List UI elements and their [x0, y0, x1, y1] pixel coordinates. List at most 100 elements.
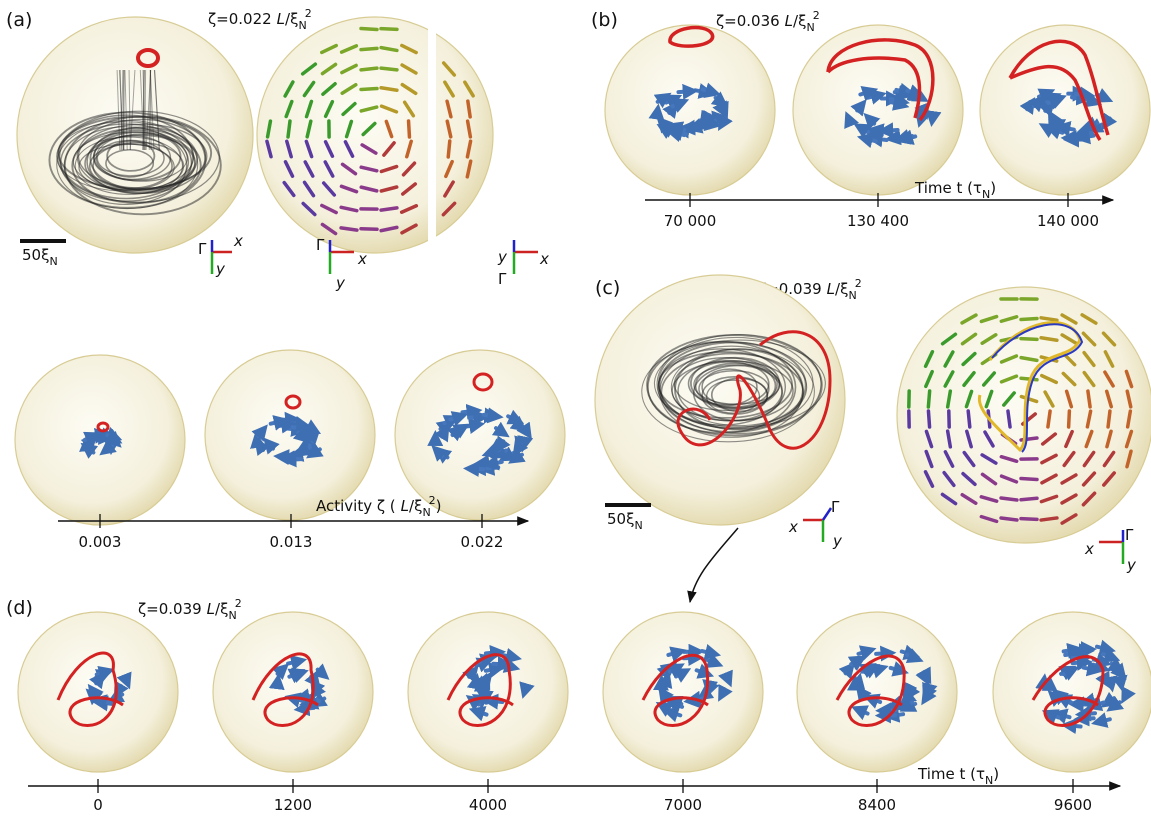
- arrow: [726, 675, 729, 682]
- text-part: N: [982, 188, 990, 201]
- director: [1048, 411, 1050, 427]
- tick-label: 9600: [1054, 796, 1092, 814]
- director: [361, 48, 377, 49]
- arrow: [1064, 649, 1077, 651]
- tick-label: 70 000: [664, 212, 717, 230]
- axis-title: Time t (τN): [917, 765, 999, 787]
- arrow: [665, 677, 667, 684]
- axis-label: Γ: [1125, 526, 1134, 544]
- director: [1001, 498, 1017, 500]
- panel-label: (c): [595, 277, 620, 299]
- director: [1088, 391, 1090, 407]
- director: [448, 141, 450, 157]
- axis-label: Γ: [198, 240, 207, 258]
- scale-bar: [605, 503, 651, 507]
- director: [1041, 318, 1057, 320]
- sphere: [15, 355, 185, 525]
- tick-label: 4000: [469, 796, 507, 814]
- director: [361, 229, 377, 230]
- arrow: [1110, 679, 1111, 686]
- arrow: [523, 439, 524, 446]
- arrow: [277, 680, 278, 687]
- arrow: [279, 456, 293, 457]
- text-part: Time t (τ: [917, 765, 985, 783]
- text-part: L: [401, 497, 409, 515]
- scale-bar-label: 50ξN: [22, 246, 58, 268]
- text-part: ): [990, 179, 996, 197]
- arrow: [858, 679, 859, 686]
- tick-label: 0.013: [270, 533, 313, 551]
- arrow: [277, 424, 291, 426]
- text-part: L: [277, 10, 285, 28]
- arrow: [271, 421, 284, 424]
- arrow: [466, 425, 479, 427]
- arrow: [895, 92, 908, 95]
- arrow: [673, 131, 686, 134]
- axis-z: [823, 508, 831, 520]
- axis-label: x: [357, 250, 367, 268]
- arrow: [493, 664, 507, 665]
- arrow: [288, 661, 301, 664]
- director: [1021, 339, 1037, 340]
- text-part: N: [228, 609, 236, 622]
- text-part: ζ=0.036: [716, 12, 780, 30]
- text-part: N: [298, 19, 306, 32]
- director: [968, 411, 970, 427]
- panel-label: (a): [6, 9, 32, 31]
- text-part: N: [848, 289, 856, 302]
- arrow: [657, 110, 658, 117]
- text-part: 2: [429, 494, 436, 507]
- director: [1021, 319, 1037, 320]
- text-part: ζ=0.039: [138, 600, 202, 618]
- sphere: [980, 25, 1150, 195]
- axis-label: x: [539, 250, 549, 268]
- arrow: [848, 117, 851, 124]
- axis-label: y: [215, 260, 226, 278]
- text-part: L: [785, 12, 793, 30]
- arrow: [469, 417, 483, 418]
- director: [928, 411, 929, 427]
- axis-label: x: [788, 518, 798, 536]
- director: [1021, 479, 1037, 480]
- director: [1041, 518, 1057, 520]
- axis-label: y: [497, 248, 508, 266]
- text-part: Time t (τ: [914, 179, 982, 197]
- axis-label: y: [1126, 556, 1137, 574]
- text-part: 2: [305, 7, 312, 20]
- text-part: /ξ: [215, 600, 228, 618]
- text-part: 2: [813, 9, 820, 22]
- text-part: 50ξ: [607, 510, 634, 528]
- director: [1069, 411, 1070, 427]
- director: [928, 391, 929, 407]
- director: [288, 121, 290, 137]
- arrow: [891, 99, 904, 102]
- director: [381, 68, 397, 70]
- text-part: /ξ: [409, 497, 422, 515]
- arrow: [482, 679, 485, 686]
- strand: [150, 70, 151, 150]
- tick-label: 0: [93, 796, 103, 814]
- arrow: [1120, 679, 1121, 686]
- arrow: [1084, 668, 1097, 671]
- director: [381, 88, 397, 90]
- arrow: [292, 423, 305, 425]
- tick-label: 7000: [664, 796, 702, 814]
- arrow: [310, 435, 312, 442]
- axis-label: Γ: [498, 270, 507, 288]
- arrow: [678, 91, 692, 92]
- sphere: [605, 25, 775, 195]
- director: [1108, 411, 1110, 427]
- text-part: 2: [235, 597, 242, 610]
- text-part: ): [993, 765, 999, 783]
- sphere: [18, 612, 178, 772]
- activity-value: ζ=0.039L/ξN2: [138, 597, 242, 622]
- text-part: Activity ζ (: [316, 497, 396, 515]
- tick-label: 0.022: [461, 533, 504, 551]
- arrow: [1061, 127, 1074, 129]
- arrow: [125, 677, 128, 684]
- panel-label: (b): [591, 9, 618, 31]
- axis-label: x: [233, 232, 243, 250]
- text-part: L: [827, 280, 835, 298]
- text-part: /ξ: [793, 12, 806, 30]
- arrow: [876, 653, 890, 654]
